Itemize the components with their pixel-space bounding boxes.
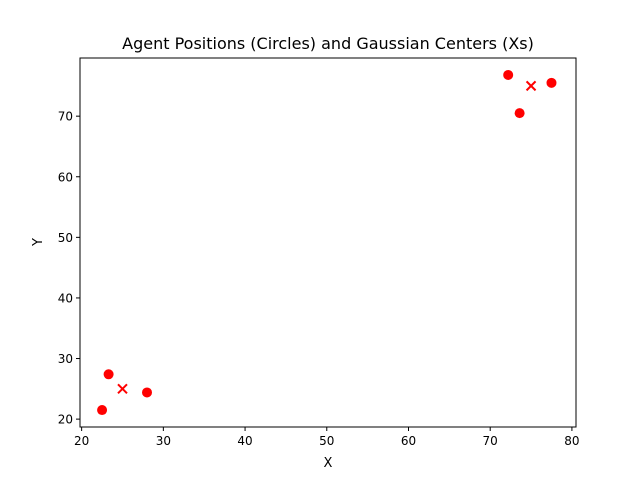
y-axis-label: Y	[31, 238, 46, 247]
x-tick-label: 40	[237, 434, 252, 448]
agent-position-point	[103, 369, 114, 380]
y-tick-label: 60	[58, 170, 73, 184]
y-tick-label: 40	[58, 291, 73, 305]
x-tick-label: 50	[319, 434, 334, 448]
agent-position-point	[97, 405, 108, 416]
agent-position-point	[503, 69, 514, 80]
agent-position-point	[546, 77, 557, 88]
x-axis-ticks: 20 30 40 50 60 70 80	[74, 427, 580, 448]
agent-position-point	[514, 108, 525, 119]
agent-position-point	[142, 387, 153, 398]
gaussian-center-marker	[117, 383, 128, 395]
x-tick-label: 70	[483, 434, 498, 448]
plot-area	[97, 69, 557, 416]
chart-title: Agent Positions (Circles) and Gaussian C…	[122, 34, 534, 53]
y-tick-label: 20	[58, 413, 73, 427]
x-tick-label: 60	[401, 434, 416, 448]
y-axis-ticks: 20 30 40 50 60 70	[58, 110, 80, 427]
axes-frame	[79, 57, 577, 428]
y-tick-label: 30	[58, 352, 73, 366]
gaussian-center-marker	[525, 80, 537, 92]
x-tick-label: 30	[156, 434, 171, 448]
x-tick-label: 20	[74, 434, 89, 448]
y-tick-label: 50	[58, 231, 73, 245]
x-axis-label: X	[324, 456, 333, 471]
x-tick-label: 80	[564, 434, 579, 448]
y-tick-label: 70	[58, 110, 73, 124]
